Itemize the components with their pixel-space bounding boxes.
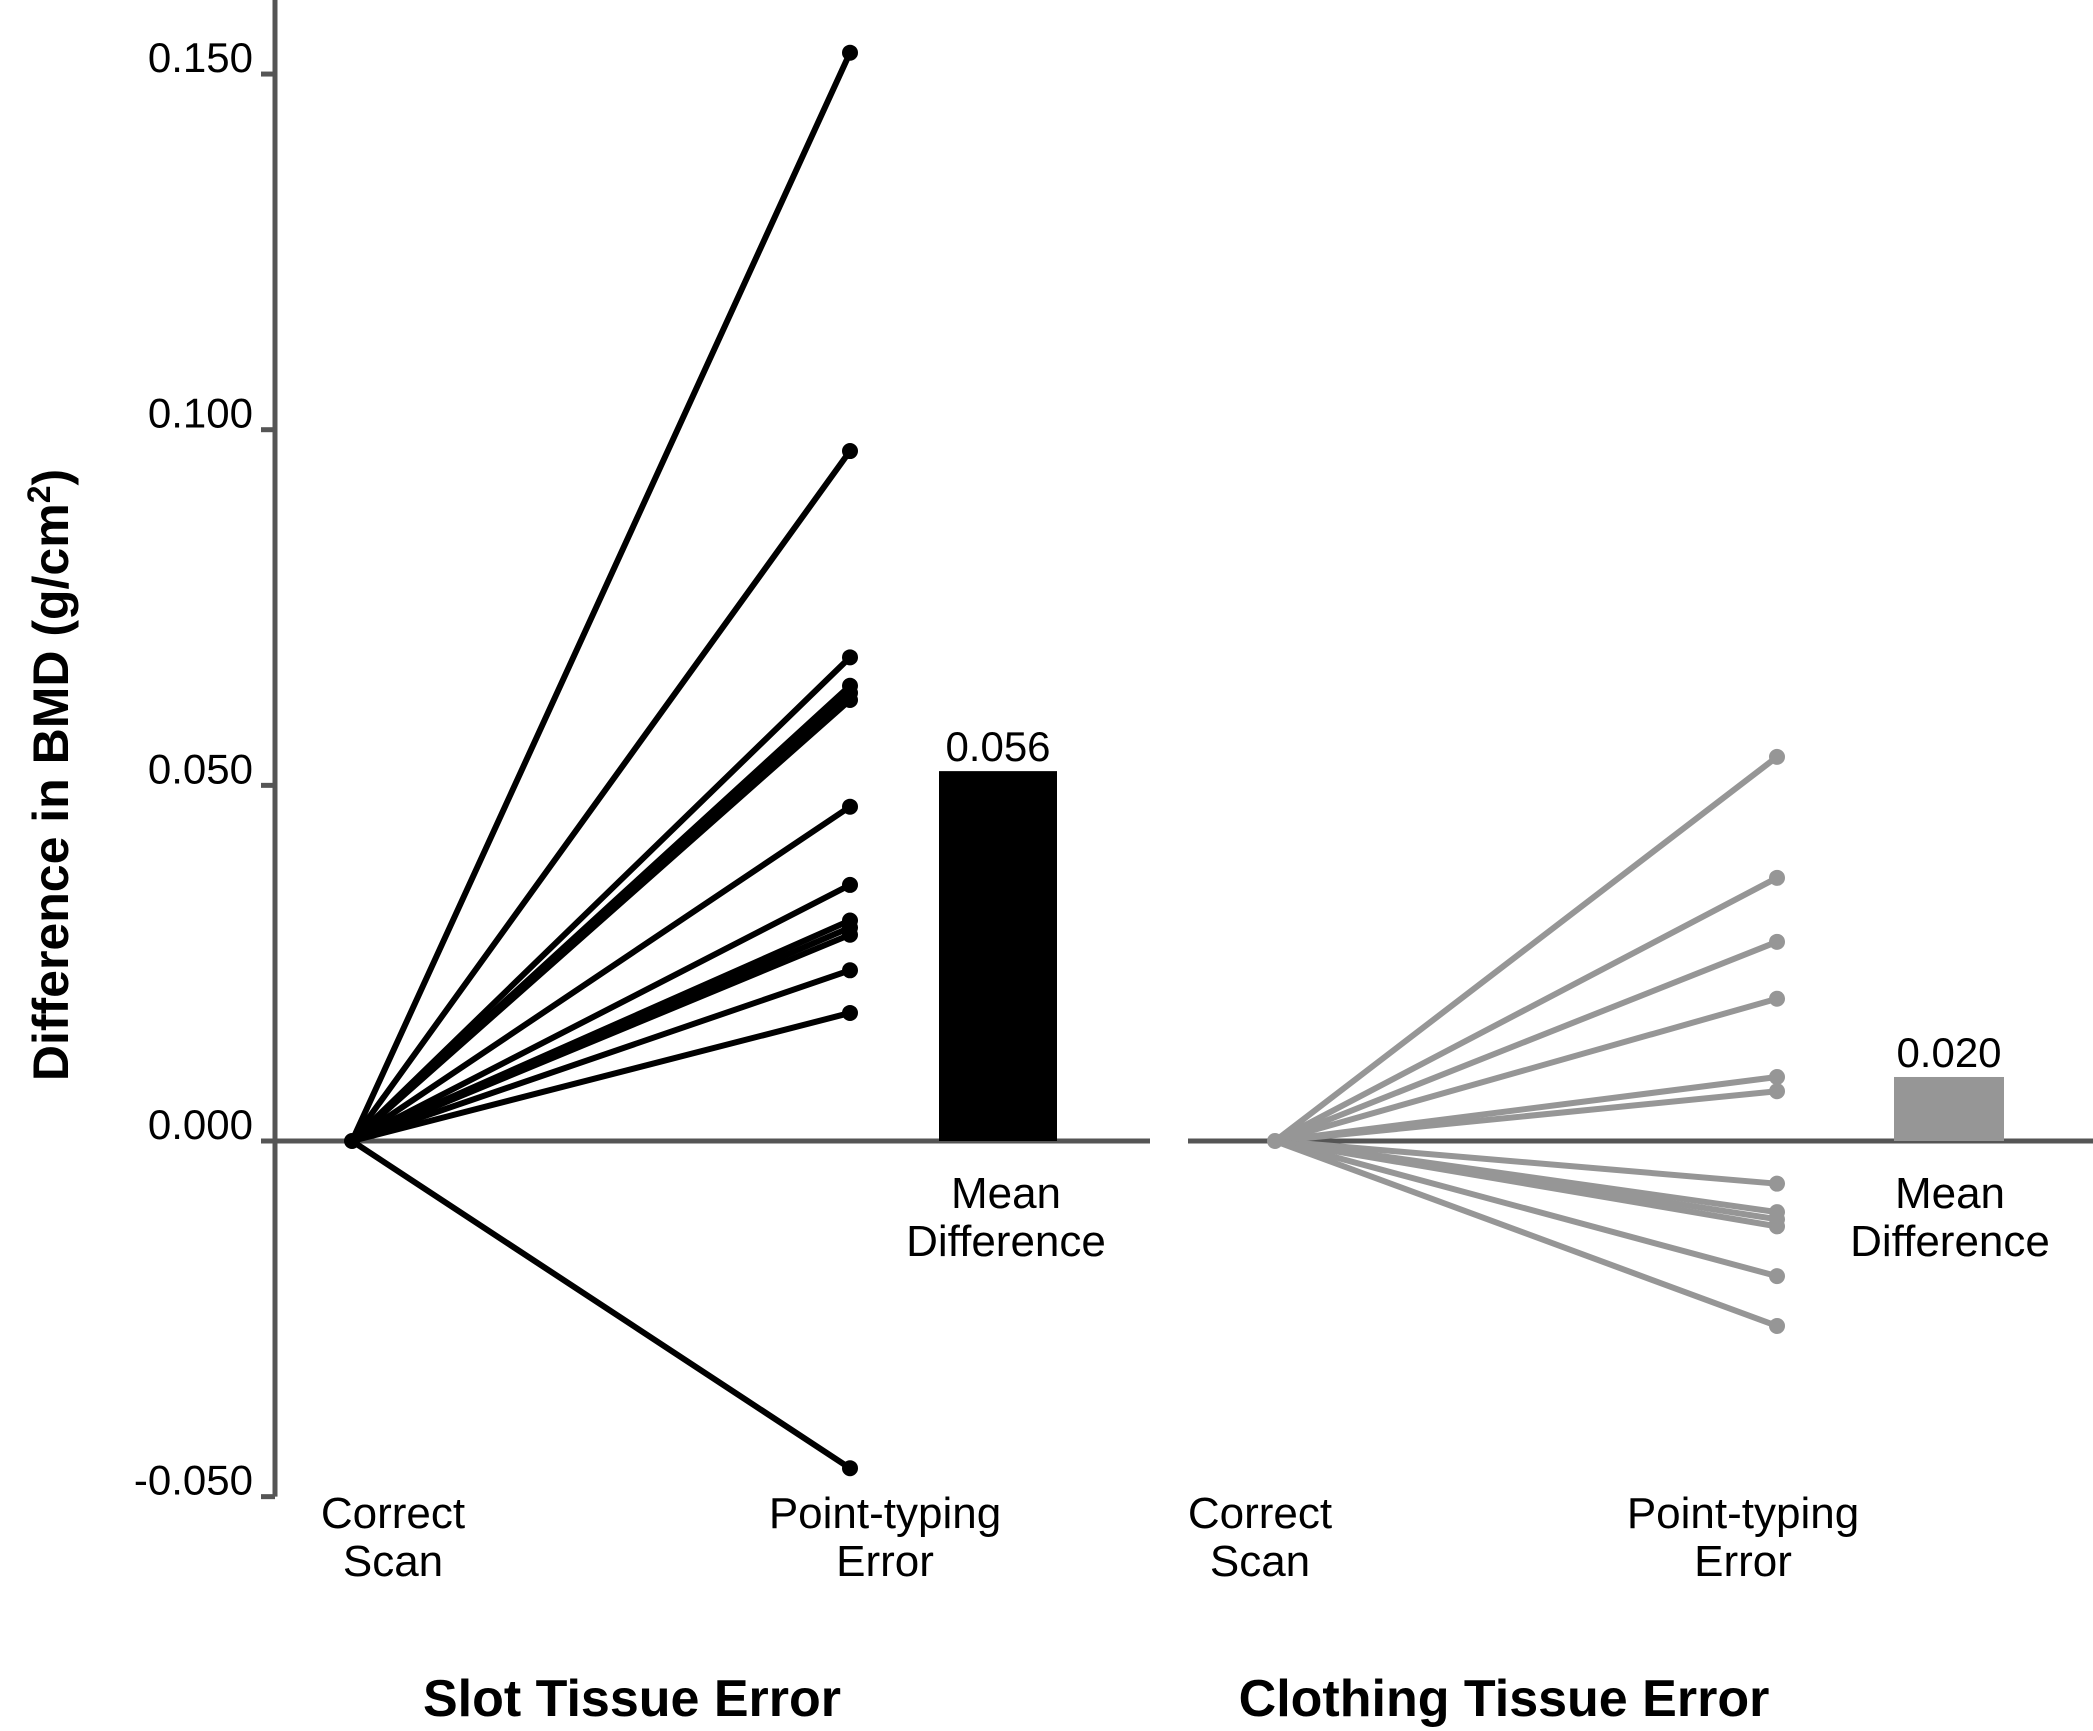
data-point xyxy=(842,798,858,815)
x-category-label: Scan xyxy=(343,1537,443,1586)
axes xyxy=(261,0,2093,1500)
panel-title: Slot Tissue Error xyxy=(423,1670,841,1728)
data-label: 0.056 xyxy=(945,723,1050,770)
data-point xyxy=(1769,933,1785,950)
data-point xyxy=(1769,1268,1785,1285)
series-group xyxy=(344,44,1057,1477)
data-label: 0.020 xyxy=(1896,1029,2001,1076)
series-line xyxy=(349,1009,853,1144)
mean-bar xyxy=(1894,1076,2004,1141)
y-tick-label: -0.050 xyxy=(134,1457,253,1504)
series-line xyxy=(349,881,853,1144)
data-point xyxy=(842,1460,858,1477)
y-axis-title: Difference in BMD (g/cm2) xyxy=(21,469,79,1081)
x-category-label: Error xyxy=(1694,1537,1792,1586)
x-category-label: Correct xyxy=(321,1489,465,1538)
y-tick-label: 0.000 xyxy=(148,1101,253,1148)
series-line xyxy=(1272,1138,1780,1230)
series-line xyxy=(1272,753,1780,1144)
data-point xyxy=(842,926,858,943)
series-line xyxy=(1272,1138,1780,1187)
series-line xyxy=(1272,995,1780,1144)
y-axis-title-superscript: 2 xyxy=(21,486,57,504)
data-point xyxy=(1769,1068,1785,1085)
data-point xyxy=(842,44,858,61)
mean-difference-label: Mean xyxy=(1895,1169,2005,1218)
data-point xyxy=(842,962,858,979)
series-line xyxy=(349,654,853,1144)
x-category-label: Correct xyxy=(1188,1489,1332,1538)
mean-difference-label: Mean xyxy=(951,1169,1061,1218)
series-line xyxy=(1272,874,1780,1144)
data-point xyxy=(1769,990,1785,1007)
plot-area xyxy=(344,44,2004,1477)
panel-title: Clothing Tissue Error xyxy=(1239,1670,1770,1728)
data-point xyxy=(842,691,858,708)
series-line xyxy=(349,49,853,1144)
data-point-start xyxy=(344,1133,360,1149)
data-point xyxy=(842,443,858,460)
series-line xyxy=(349,803,853,1144)
data-point xyxy=(1769,1317,1785,1334)
y-tick-label: 0.150 xyxy=(148,34,253,81)
svg-text:Difference in BMD (g/cm2): Difference in BMD (g/cm2) xyxy=(21,469,79,1081)
y-axis-title-text: Difference in BMD (g/cm xyxy=(23,503,79,1081)
series-line xyxy=(1272,1138,1780,1280)
series-line xyxy=(349,931,853,1144)
mean-difference-label: Difference xyxy=(906,1217,1106,1266)
x-category-label: Point-typing xyxy=(1627,1489,1859,1538)
mean-bar xyxy=(939,771,1057,1141)
series-line xyxy=(1272,1138,1780,1329)
data-point xyxy=(842,876,858,893)
labels: -0.0500.0000.0500.1000.1500.056MeanDiffe… xyxy=(134,34,2050,1728)
data-point xyxy=(1769,1218,1785,1235)
series-line xyxy=(1272,1088,1780,1144)
series-line xyxy=(1272,938,1780,1144)
x-category-label: Point-typing xyxy=(769,1489,1001,1538)
x-category-label: Error xyxy=(836,1537,934,1586)
series-line xyxy=(349,696,853,1144)
y-tick-label: 0.100 xyxy=(148,390,253,437)
x-category-label: Scan xyxy=(1210,1537,1310,1586)
data-point xyxy=(842,1004,858,1021)
data-point xyxy=(842,649,858,666)
data-point-start xyxy=(1267,1133,1283,1149)
data-point xyxy=(1769,1175,1785,1192)
y-tick-label: 0.050 xyxy=(148,745,253,792)
series-group xyxy=(1267,748,2004,1334)
data-point xyxy=(1769,748,1785,765)
series-line xyxy=(349,967,853,1144)
series-line xyxy=(349,448,853,1144)
y-axis-title-close: ) xyxy=(23,469,79,486)
series-line xyxy=(349,1138,853,1472)
data-point xyxy=(1769,869,1785,886)
data-point xyxy=(1769,1083,1785,1100)
mean-difference-label: Difference xyxy=(1850,1217,2050,1266)
